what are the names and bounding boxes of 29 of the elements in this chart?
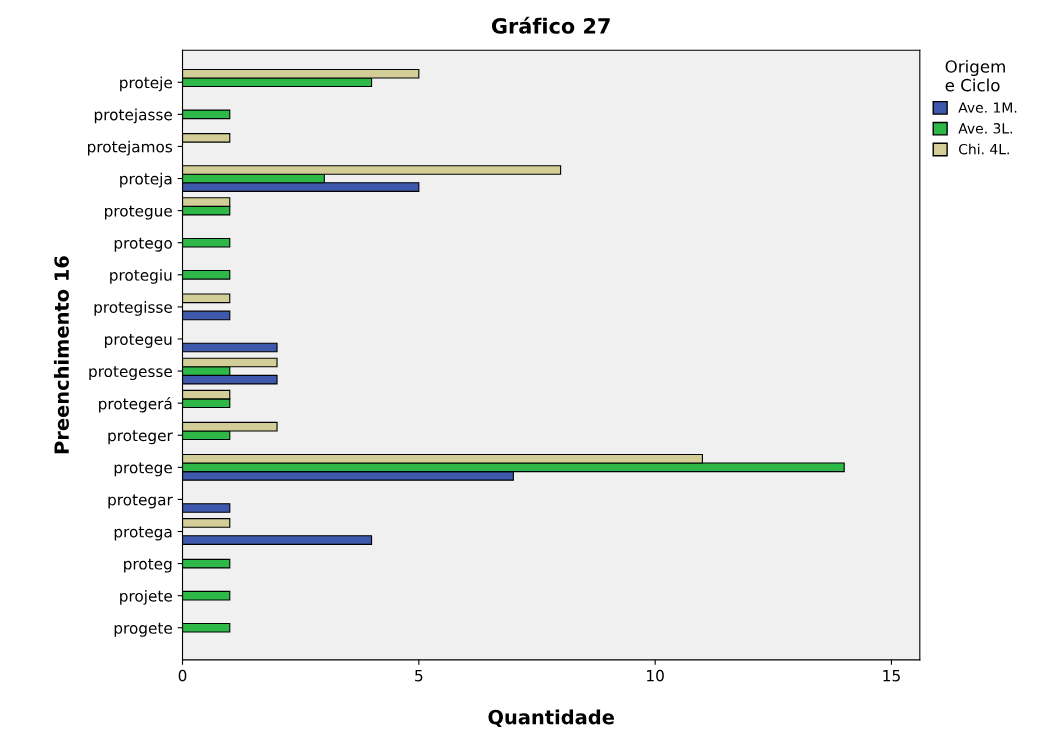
y-tick-label: projete (120, 589, 172, 605)
y-tick-label: progete (114, 622, 172, 637)
legend-label: Chi. 4L. (959, 143, 1009, 155)
y-tick-label: protegeu (105, 334, 172, 348)
y-tick-label: protege (114, 462, 172, 477)
x-tick-label: 0 (178, 669, 187, 682)
y-tick-label: protegar (108, 494, 173, 509)
y-tick-label: protego (114, 237, 172, 252)
y-tick-label: protegisse (94, 301, 172, 316)
x-tick-label: 10 (647, 669, 664, 682)
y-tick-label: protejasse (94, 108, 172, 124)
legend-label: Ave. 3L. (958, 123, 1012, 134)
x-tick-label: 15 (883, 670, 900, 682)
y-tick-label: protegiu (110, 269, 172, 284)
y-tick-label: protegue (105, 205, 172, 220)
y-tick-label: proteg (124, 558, 172, 573)
legend-title: Origem e Ciclo (945, 59, 1005, 92)
x-tick-label: 5 (415, 670, 423, 682)
y-axis-title: Preenchimento 16 (53, 256, 69, 454)
legend-label: Ave. 1M. (958, 102, 1017, 113)
y-tick-label: proteger (108, 430, 173, 445)
y-tick-label: proteje (120, 76, 172, 92)
y-tick-label: protega (114, 526, 172, 541)
y-tick-label: protegerá (99, 397, 172, 413)
x-axis-title: Quantidade (488, 709, 614, 727)
y-tick-label: protegesse (89, 366, 172, 381)
y-tick-label: protejamos (88, 140, 173, 156)
chart-title: Gráfico 27 (491, 16, 610, 34)
y-tick-label: proteja (120, 172, 172, 188)
